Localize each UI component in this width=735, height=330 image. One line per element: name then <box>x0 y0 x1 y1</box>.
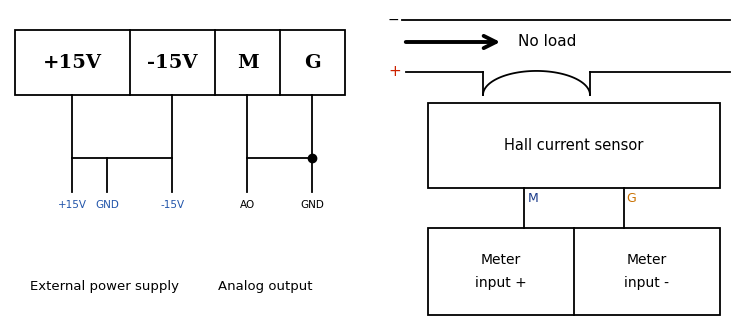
Text: G: G <box>627 192 637 205</box>
Text: input +: input + <box>475 277 527 290</box>
Polygon shape <box>428 103 720 188</box>
Text: External power supply: External power supply <box>30 280 179 293</box>
Polygon shape <box>428 228 720 315</box>
Text: Analog output: Analog output <box>218 280 312 293</box>
Text: -15V: -15V <box>147 53 198 72</box>
Text: Hall current sensor: Hall current sensor <box>504 138 644 153</box>
Text: Meter: Meter <box>481 252 521 267</box>
Text: M: M <box>237 53 258 72</box>
Text: GND: GND <box>95 200 119 210</box>
Text: No load: No load <box>518 35 576 50</box>
Text: +15V: +15V <box>43 53 102 72</box>
Text: AO: AO <box>240 200 255 210</box>
Text: Meter: Meter <box>627 252 667 267</box>
Text: +15V: +15V <box>58 200 87 210</box>
Text: -15V: -15V <box>160 200 184 210</box>
Text: M: M <box>527 192 538 205</box>
Text: GND: GND <box>301 200 324 210</box>
Text: +: + <box>388 64 401 80</box>
Text: input -: input - <box>625 277 670 290</box>
Text: −: − <box>388 13 400 27</box>
Text: G: G <box>304 53 320 72</box>
